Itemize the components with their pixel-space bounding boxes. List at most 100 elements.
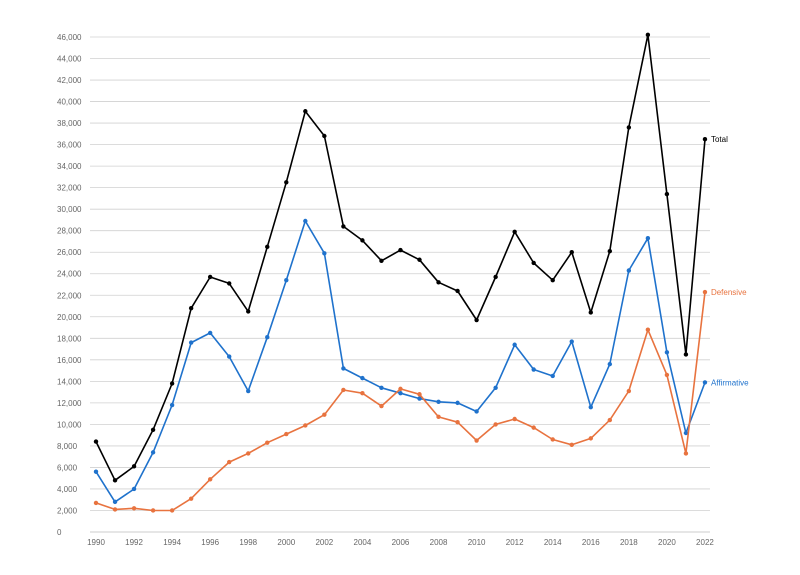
data-point-affirmative (246, 388, 251, 394)
data-point-defensive (169, 508, 175, 513)
y-tick-label: 22,000 (57, 291, 82, 300)
data-point-defensive (417, 392, 422, 397)
y-tick-label: 6,000 (57, 463, 78, 472)
data-point-affirmative (436, 399, 441, 404)
data-point-total (436, 280, 441, 285)
data-point-defensive (265, 440, 270, 445)
x-tick-label: 2010 (468, 538, 486, 547)
series-label-affirmative: Affirmative (711, 378, 749, 387)
data-point-total (626, 125, 632, 130)
x-tick-label: 2012 (506, 538, 524, 547)
data-point-affirmative (265, 335, 270, 340)
data-point-total (188, 305, 194, 311)
data-point-total (455, 288, 460, 294)
data-point-total (512, 229, 517, 234)
data-point-total (702, 137, 708, 142)
data-point-affirmative (379, 385, 384, 391)
data-point-affirmative (683, 430, 689, 436)
y-tick-label: 26,000 (57, 248, 82, 257)
grid-lines (90, 36, 710, 533)
data-point-total (550, 277, 555, 283)
data-point-defensive (607, 417, 613, 423)
data-point-affirmative (607, 361, 613, 367)
data-point-total (645, 32, 651, 38)
data-point-defensive (207, 477, 213, 482)
data-point-total (379, 258, 384, 264)
data-point-defensive (303, 423, 308, 428)
y-tick-label: 44,000 (57, 55, 82, 64)
data-point-affirmative (664, 350, 670, 355)
y-tick-label: 24,000 (57, 270, 82, 279)
data-point-affirmative (626, 268, 632, 273)
data-point-affirmative (112, 499, 118, 505)
x-tick-label: 2018 (620, 538, 638, 547)
y-tick-label: 4,000 (57, 485, 78, 494)
series-label-defensive: Defensive (711, 288, 747, 297)
data-point-defensive (341, 387, 346, 393)
data-point-defensive (379, 403, 384, 409)
y-tick-label: 28,000 (57, 227, 82, 236)
data-point-defensive (626, 388, 632, 394)
data-point-total (150, 427, 156, 432)
data-point-affirmative (474, 409, 479, 414)
x-tick-label: 2002 (315, 538, 333, 547)
data-point-affirmative (188, 340, 194, 345)
y-tick-label: 36,000 (57, 141, 82, 150)
y-tick-label: 10,000 (57, 420, 82, 429)
data-point-affirmative (207, 330, 213, 336)
data-point-total (398, 247, 403, 253)
data-point-defensive (455, 420, 460, 425)
data-point-affirmative (93, 469, 99, 474)
data-point-total (227, 281, 232, 286)
y-tick-label: 30,000 (57, 205, 82, 214)
y-tick-label: 14,000 (57, 377, 82, 386)
data-point-affirmative (169, 402, 175, 408)
data-point-defensive (150, 508, 156, 513)
data-point-defensive (664, 372, 670, 378)
data-point-total (531, 260, 536, 266)
data-point-total (664, 191, 670, 197)
data-point-affirmative (569, 339, 574, 344)
data-point-total (207, 274, 213, 280)
data-point-defensive (569, 442, 574, 448)
data-point-defensive (702, 289, 708, 295)
y-axis: 0 2,000 4,000 6,000 8,000 10,000 12,000 14,000 1… (57, 33, 82, 537)
data-point-defensive (436, 414, 441, 420)
data-point-affirmative (341, 366, 346, 371)
x-tick-label: 1990 (87, 538, 105, 547)
data-point-defensive (550, 437, 555, 442)
data-point-defensive (398, 386, 403, 392)
data-point-total (474, 317, 479, 323)
data-point-affirmative (455, 400, 460, 406)
data-point-total (588, 310, 593, 315)
x-tick-label: 1998 (239, 538, 257, 547)
data-point-total (112, 478, 118, 483)
y-tick-label: 40,000 (57, 98, 82, 107)
data-point-total (607, 248, 613, 254)
data-point-affirmative (493, 385, 498, 391)
data-point-defensive (284, 431, 289, 437)
data-point-defensive (227, 459, 232, 465)
data-point-affirmative (131, 486, 137, 492)
x-tick-label: 2008 (430, 538, 448, 547)
data-point-defensive (93, 500, 99, 506)
data-point-affirmative (303, 218, 308, 224)
data-point-affirmative (550, 373, 555, 379)
y-tick-label: 2,000 (57, 506, 78, 515)
data-point-defensive (360, 390, 365, 396)
x-tick-label: 2006 (392, 538, 410, 547)
data-point-total (246, 309, 251, 314)
data-point-defensive (512, 416, 517, 422)
data-point-total (360, 238, 365, 243)
y-tick-label: 32,000 (57, 184, 82, 193)
data-point-defensive (131, 506, 137, 511)
data-point-defensive (531, 425, 536, 430)
y-tick-label: 0 (57, 528, 62, 537)
x-axis: 1990 1992 1994 1996 1998 2000 2002 2004 2006 2008… (87, 538, 714, 547)
series-label-total: Total (711, 135, 728, 144)
data-point-affirmative (284, 277, 289, 283)
data-point-total (322, 133, 327, 139)
y-tick-label: 18,000 (57, 334, 82, 343)
data-point-total (417, 257, 422, 262)
